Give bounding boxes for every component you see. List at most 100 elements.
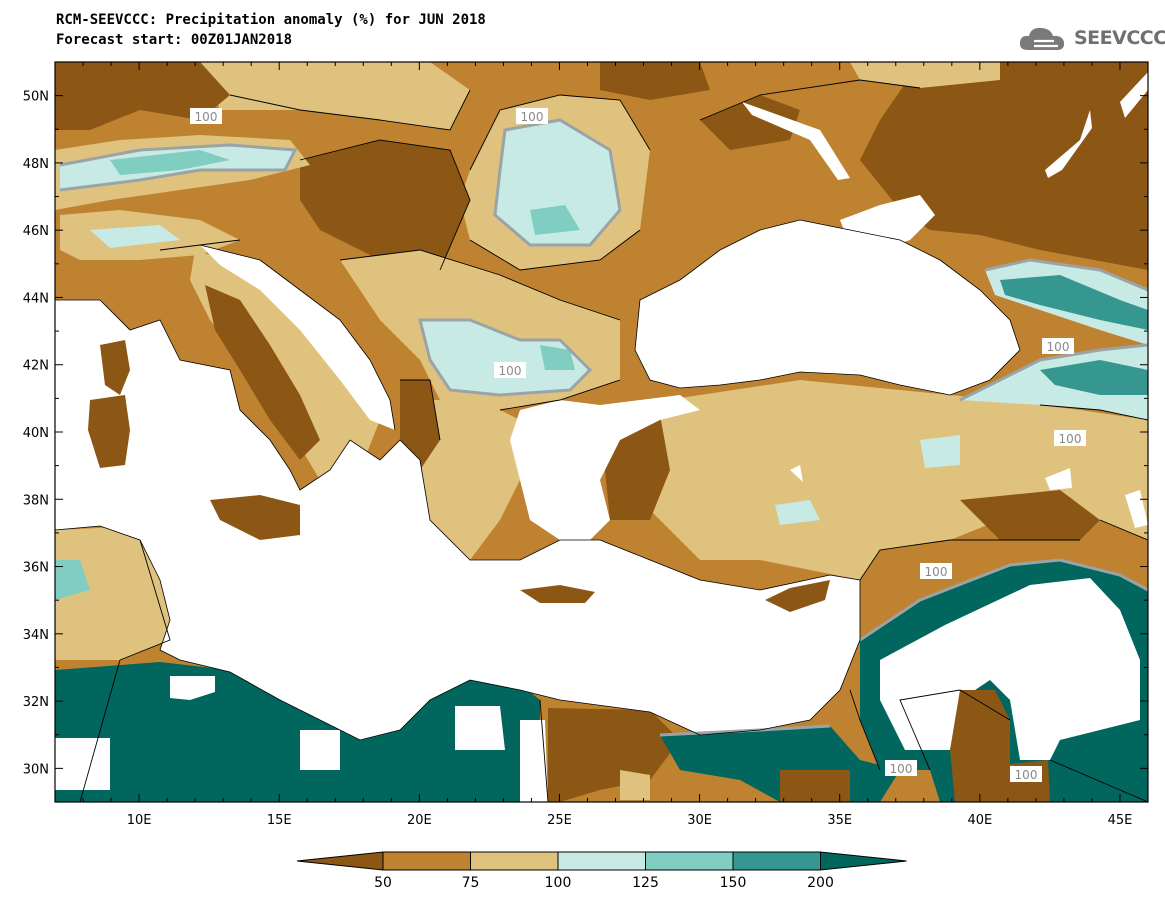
colorbar-extend-high <box>820 851 907 871</box>
contour-label: 100 <box>925 565 948 579</box>
contour-100-line <box>859 558 1148 642</box>
contour-label: 100 <box>1059 432 1082 446</box>
x-tick-label: 45E <box>1108 813 1133 828</box>
contour-label: 100 <box>499 364 522 378</box>
contour-label-bg <box>1042 338 1074 354</box>
anatolia-wet-spot <box>920 435 960 468</box>
x-tick-label: 30E <box>687 813 712 828</box>
colorbar-label: 150 <box>720 875 747 891</box>
dry-zone-sinai <box>780 770 850 802</box>
dry-zone-ukraine <box>700 95 800 150</box>
volga-reservoir <box>1045 110 1092 178</box>
missing-data-patch <box>55 738 110 790</box>
anatolia-anomaly <box>600 380 1148 580</box>
x-tick-label: 40E <box>967 813 992 828</box>
contour-100-line <box>959 343 1148 402</box>
y-tick-label: 32N <box>23 695 49 710</box>
border-line <box>849 689 881 771</box>
y-tick-label: 44N <box>23 291 49 306</box>
dry-zone-germany <box>55 62 230 130</box>
missing-data-patch <box>455 706 505 750</box>
colorbar-label: 100 <box>545 875 572 891</box>
chart-subtitle: Forecast start: 00Z01JAN2018 <box>56 32 293 48</box>
colorbar-segment <box>645 851 734 871</box>
contour-100-line <box>984 258 1148 292</box>
aegean-sea <box>510 395 700 540</box>
alps-wet-core <box>110 150 230 175</box>
contour-label: 100 <box>1047 340 1070 354</box>
x-tick-label: 10E <box>127 813 152 828</box>
colorbar-label: 75 <box>462 875 480 891</box>
north-caucasus-wet-core <box>1000 275 1148 330</box>
y-axis: 50N 48N 46N 44N 42N 40N 38N 36N 34N 32N 30N <box>23 61 1148 803</box>
colorbar-label: 50 <box>374 875 392 891</box>
western-alps-wet <box>90 225 180 248</box>
crete <box>520 585 595 603</box>
y-tick-label: 50N <box>23 90 49 105</box>
y-tick-label: 30N <box>23 762 49 777</box>
contour-100-line <box>493 118 622 247</box>
border-line <box>699 79 921 121</box>
dry-zone-jordan <box>950 690 1010 802</box>
don-river <box>1120 72 1148 118</box>
border-line <box>119 539 171 661</box>
corsica <box>100 340 130 395</box>
tunisia-anomaly <box>55 526 170 660</box>
russia-anomaly <box>850 62 1000 88</box>
anatolia-wet-spot <box>775 500 820 525</box>
colorbar-segment <box>382 851 471 871</box>
cloud-icon <box>1019 27 1065 50</box>
egypt-anomaly <box>620 770 650 800</box>
adriatic-sea <box>200 245 395 430</box>
x-tick-label: 15E <box>267 813 292 828</box>
dry-zone-albania <box>400 380 440 470</box>
border-line <box>1039 404 1148 421</box>
x-tick-label: 35E <box>827 813 852 828</box>
missing-data-patch <box>300 730 340 770</box>
wet-zone-libya-tunisia <box>55 662 450 802</box>
border-line <box>539 699 549 802</box>
missing-data-area <box>880 578 1140 760</box>
lake-van <box>1045 468 1072 490</box>
contour-label: 100 <box>1015 768 1038 782</box>
border-line <box>79 659 121 802</box>
chart-title: RCM-SEEVCCC: Precipitation anomaly (%) f… <box>56 12 486 28</box>
logo-text: SEEVCCC <box>1074 27 1165 49</box>
central-anatolia <box>740 400 850 520</box>
romania-wet-core <box>530 205 580 235</box>
coastline <box>634 219 1021 396</box>
colorbar: 50 75 100 125 150 200 <box>296 851 907 891</box>
y-tick-label: 46N <box>23 224 49 239</box>
black-sea <box>635 220 1020 395</box>
y-tick-label: 40N <box>23 426 49 441</box>
balkans-wet-core <box>540 345 575 370</box>
missing-data-patch <box>170 676 215 700</box>
lake-urmia <box>1125 490 1148 528</box>
x-axis: 10E 15E 20E 25E 30E 35E 40E 45E <box>54 62 1149 828</box>
border-line <box>1049 759 1148 802</box>
dry-zone-poland <box>600 62 710 100</box>
contour-label: 100 <box>521 110 544 124</box>
coastlines <box>55 219 1021 741</box>
coastline <box>199 244 396 431</box>
sicily <box>210 495 300 540</box>
map-field <box>55 62 1148 802</box>
colorbar-segment <box>557 851 646 871</box>
dry-zone-east-turkey <box>960 490 1100 540</box>
border-line <box>229 89 471 131</box>
y-tick-label: 36N <box>23 561 49 576</box>
contour-label: 100 <box>195 110 218 124</box>
central-europe-anomaly <box>200 62 470 130</box>
y-tick-label: 48N <box>23 157 49 172</box>
contour-label-bg <box>516 108 548 124</box>
contour-label-bg <box>885 760 917 776</box>
salt-lake <box>790 465 803 482</box>
colorbar-segment <box>732 851 821 871</box>
colorbar-label: 125 <box>632 875 659 891</box>
border-line <box>339 249 621 321</box>
seevccc-logo: SEEVCCC <box>1018 24 1165 52</box>
contour-100-lines <box>59 118 1148 737</box>
contour-label: 100 <box>890 762 913 776</box>
colorbar-label: 200 <box>807 875 834 891</box>
